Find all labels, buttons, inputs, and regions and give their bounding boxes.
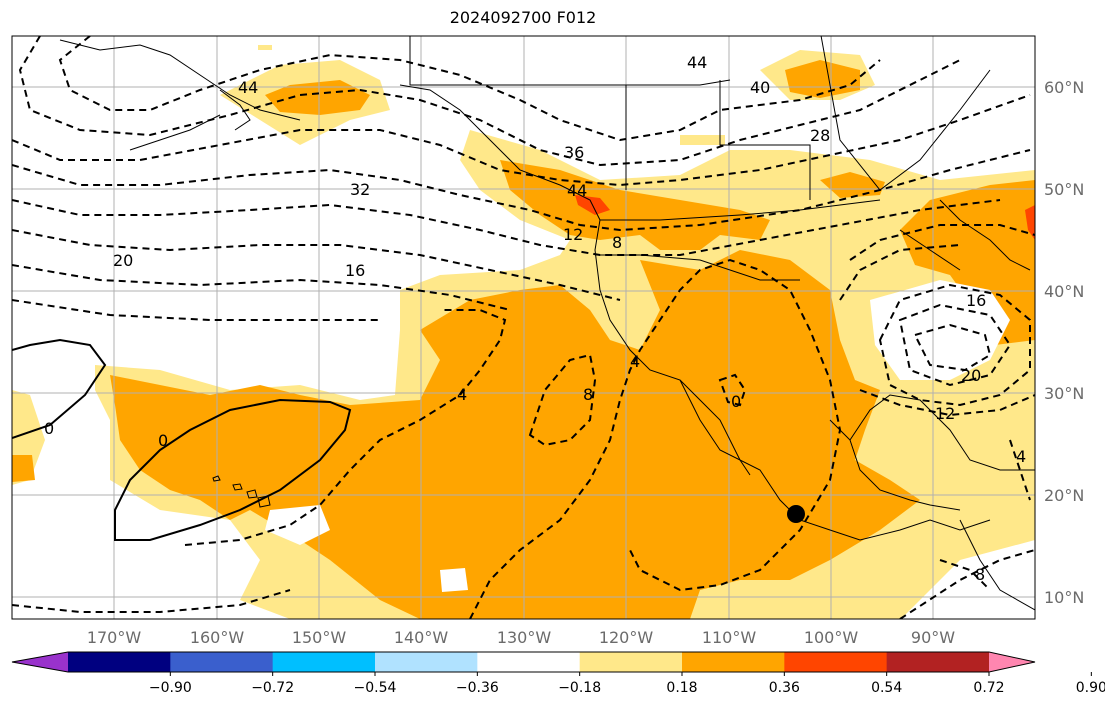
contour-label: 4	[630, 352, 640, 371]
contour-label: 40	[750, 78, 770, 97]
map-frame	[11, 35, 1036, 620]
colorbar: −0.90 −0.72 −0.54 −0.36 −0.18 0.18 0.36 0.54 0.7…	[11, 651, 1105, 696]
colorbar-tick-label: −0.90	[149, 680, 192, 696]
lat-label: 60°N	[1044, 78, 1084, 97]
lon-label: 120°W	[599, 628, 654, 647]
lat-label: 20°N	[1044, 486, 1084, 505]
colorbar-tick-label: 0.90	[1076, 680, 1105, 696]
colorbar-tick-label: −0.72	[251, 680, 294, 696]
colorbar-outline	[11, 651, 1036, 673]
colorbar-extend-min	[12, 652, 68, 672]
shaded-field-white-holes	[265, 280, 1035, 619]
latitude-labels: 60°N 50°N 40°N 30°N 20°N 10°N	[1044, 78, 1084, 607]
lon-label: 100°W	[804, 628, 859, 647]
contour-label: 8	[583, 385, 593, 404]
lon-label: 150°W	[292, 628, 347, 647]
contour-labels: 44 40 44 36 28 32 20 16 12 8 44 0 0 4 8 …	[44, 53, 1026, 584]
colorbar-bin	[170, 652, 274, 672]
map-title: 2024092700 F012	[449, 8, 597, 27]
contour-label: 8	[975, 565, 985, 584]
contour-label: 16	[966, 291, 986, 310]
colorbar-tick-label: 0.72	[973, 680, 1004, 696]
lat-label: 10°N	[1044, 588, 1084, 607]
contour-label: 20	[113, 251, 133, 270]
colorbar-bin	[886, 652, 990, 672]
contour-label: 0	[158, 431, 168, 450]
lat-label: 30°N	[1044, 384, 1084, 403]
colorbar-bin	[682, 652, 785, 672]
lon-label: 90°W	[911, 628, 955, 647]
lat-label: 40°N	[1044, 282, 1084, 301]
contour-label: 4	[457, 385, 467, 404]
colorbar-tick-label: −0.54	[354, 680, 397, 696]
longitude-labels: 170°W 160°W 150°W 140°W 130°W 120°W 110°…	[87, 628, 955, 647]
lat-label: 50°N	[1044, 180, 1084, 199]
colorbar-tick-label: 0.36	[769, 680, 800, 696]
lon-label: 130°W	[497, 628, 552, 647]
contour-label: 16	[345, 261, 365, 280]
lon-label: 110°W	[702, 628, 757, 647]
contour-label: 8	[612, 233, 622, 252]
colorbar-tick-label: 0.54	[871, 680, 902, 696]
solid-contours	[12, 338, 352, 541]
contour-label: 12	[563, 225, 583, 244]
contour-label: 44	[567, 181, 587, 200]
colorbar-bin	[375, 652, 478, 672]
contour-label: 20	[961, 366, 981, 385]
colorbar-tick-label: −0.36	[456, 680, 499, 696]
contour-label: 32	[350, 180, 370, 199]
lon-label: 160°W	[190, 628, 245, 647]
contour-label: 4	[1016, 447, 1026, 466]
lon-label: 170°W	[87, 628, 142, 647]
colorbar-bin	[272, 652, 376, 672]
map-panel: 44 40 44 36 28 32 20 16 12 8 44 0 0 4 8 …	[12, 36, 1035, 619]
graticule	[12, 36, 1035, 619]
dashed-contours	[12, 36, 1035, 619]
colorbar-bin	[784, 652, 888, 672]
contour-label: 44	[238, 78, 258, 97]
colorbar-tick-label: 0.18	[666, 680, 697, 696]
storm-center-marker	[787, 505, 805, 523]
contour-label: 0	[44, 419, 54, 438]
colorbar-tick-label: −0.18	[558, 680, 601, 696]
contour-label: 12	[935, 404, 955, 423]
contour-label: 36	[564, 143, 584, 162]
colorbar-bin	[579, 652, 683, 672]
colorbar-bin	[477, 652, 581, 672]
contour-label: 28	[810, 126, 830, 145]
contour-label: 44	[687, 53, 707, 72]
colorbar-bin	[68, 652, 171, 672]
colorbar-extend-max	[989, 652, 1035, 672]
lon-label: 140°W	[394, 628, 449, 647]
contour-label: 0	[731, 392, 741, 411]
